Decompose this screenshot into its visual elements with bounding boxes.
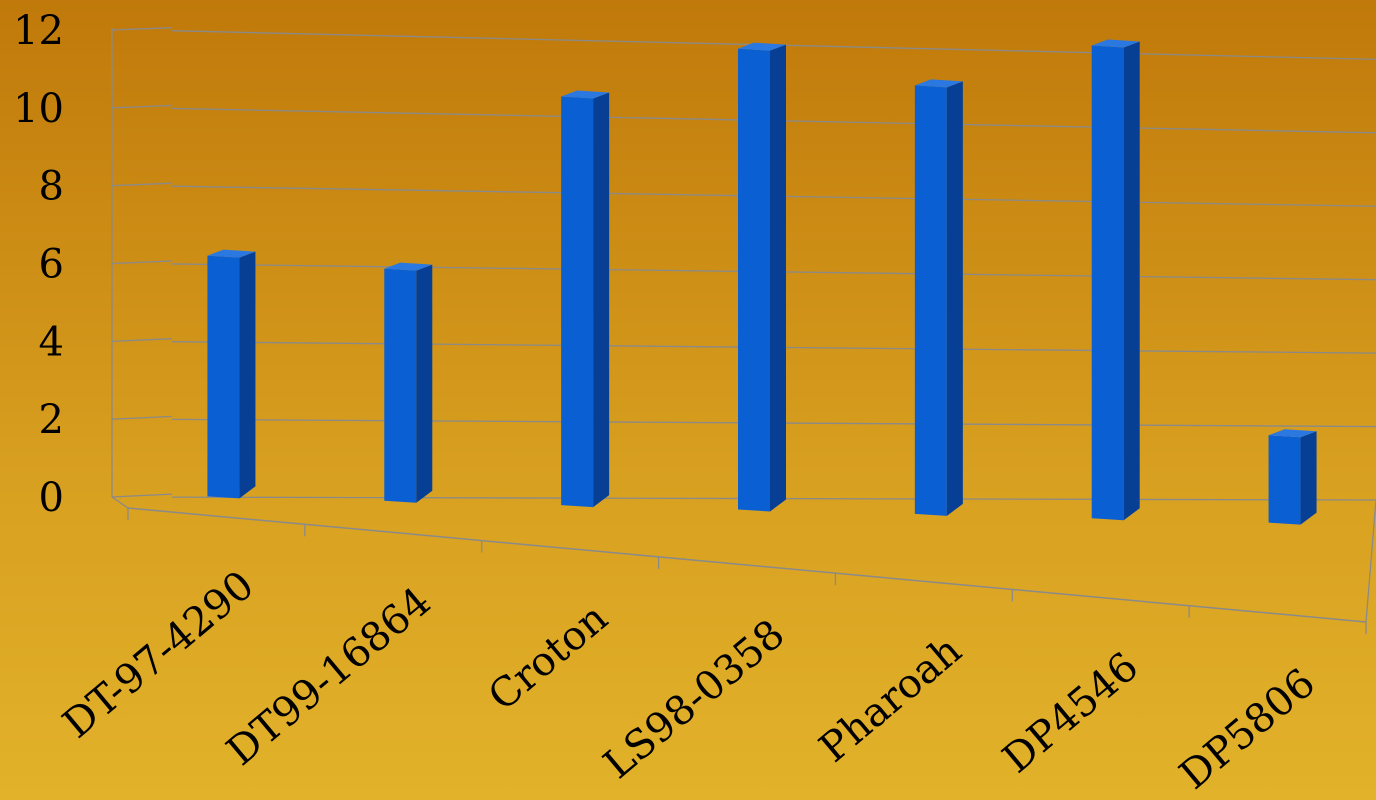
bar-side <box>946 81 963 516</box>
y-tick-label: 12 <box>13 8 64 54</box>
gridline-side <box>111 415 173 420</box>
gridline-side <box>111 493 173 498</box>
gridline-side <box>111 338 173 342</box>
bar-side <box>593 92 610 508</box>
bar-front <box>738 48 770 512</box>
y-tick-label: 10 <box>13 86 64 132</box>
bar-front <box>1091 45 1124 521</box>
bar-front <box>561 96 594 508</box>
bar-side <box>770 44 786 512</box>
bar-front <box>1268 435 1301 525</box>
y-tick-label: 2 <box>39 397 64 443</box>
bar-top <box>561 90 610 99</box>
y-tick-label: 8 <box>39 164 64 210</box>
y-tick-label: 0 <box>39 475 64 521</box>
bar <box>738 42 786 512</box>
x-tick-label: DT-97-4290 <box>55 562 263 747</box>
bar <box>384 262 433 503</box>
x-tick-label: LS98-0358 <box>595 611 793 788</box>
gridline-side <box>111 104 173 109</box>
bar-front <box>914 85 947 516</box>
bar <box>207 249 256 499</box>
gridline-side <box>111 182 173 187</box>
bar-top <box>384 262 433 271</box>
floor-edge <box>111 496 129 509</box>
bar <box>1091 39 1140 521</box>
bar-side <box>239 251 256 499</box>
bar-top <box>914 79 963 88</box>
x-tick-label: Croton <box>480 595 617 720</box>
bar <box>1268 429 1317 525</box>
bar-top <box>207 249 256 258</box>
y-tick-label: 6 <box>39 242 64 288</box>
x-tick-label: DP4546 <box>994 644 1147 783</box>
bar-top <box>1091 39 1140 48</box>
bar-side <box>1300 431 1317 525</box>
axes <box>111 28 1376 634</box>
bar-side <box>1123 41 1140 521</box>
x-tick-label: DP5806 <box>1171 660 1324 799</box>
floor-edge <box>1365 499 1376 623</box>
bar-top <box>1268 429 1317 438</box>
x-tick-label: DT99-16864 <box>218 579 439 775</box>
bar-side <box>416 264 433 503</box>
bar-front <box>384 268 417 503</box>
y-tick-label: 4 <box>39 319 64 365</box>
bar-top <box>738 42 786 51</box>
gridline-side <box>111 260 173 265</box>
bars <box>207 39 1317 525</box>
bar <box>561 90 610 508</box>
bar-front <box>207 255 240 499</box>
x-tick-label: Pharoah <box>811 627 970 771</box>
gridline-side <box>111 27 173 31</box>
x-axis-line <box>127 507 1367 623</box>
bar <box>914 79 963 516</box>
y-tick-labels: 0 2 4 6 8 10 12 <box>13 8 64 521</box>
